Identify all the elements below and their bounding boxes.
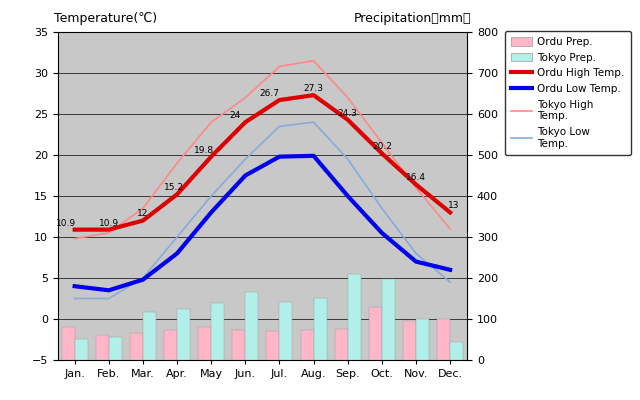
Bar bbox=[177, 309, 190, 360]
Bar bbox=[403, 321, 416, 360]
Bar bbox=[301, 330, 314, 360]
Text: 13: 13 bbox=[448, 201, 460, 210]
Bar bbox=[437, 319, 450, 360]
Text: 16.4: 16.4 bbox=[406, 174, 426, 182]
Bar bbox=[198, 327, 211, 360]
Bar bbox=[348, 274, 361, 360]
Bar bbox=[266, 331, 280, 360]
Bar bbox=[109, 337, 122, 360]
Text: 10.9: 10.9 bbox=[99, 218, 119, 228]
Legend: Ordu Prep., Tokyo Prep., Ordu High Temp., Ordu Low Temp., Tokyo High
Temp., Toky: Ordu Prep., Tokyo Prep., Ordu High Temp.… bbox=[505, 31, 631, 155]
Text: 24.3: 24.3 bbox=[338, 109, 358, 118]
Bar bbox=[450, 342, 463, 360]
Bar bbox=[335, 329, 348, 360]
Text: 20.2: 20.2 bbox=[372, 142, 392, 151]
Bar bbox=[245, 292, 259, 360]
Bar bbox=[369, 307, 382, 360]
Bar bbox=[416, 319, 429, 360]
Bar bbox=[143, 312, 156, 360]
Text: 26.7: 26.7 bbox=[259, 89, 279, 98]
Text: 24: 24 bbox=[230, 111, 241, 120]
Bar bbox=[211, 304, 224, 360]
Text: Precipitation（mm）: Precipitation（mm） bbox=[354, 12, 471, 26]
Text: 27.3: 27.3 bbox=[303, 84, 324, 93]
Bar bbox=[280, 302, 292, 360]
Text: 19.8: 19.8 bbox=[195, 146, 214, 154]
Text: 10.9: 10.9 bbox=[56, 218, 76, 228]
Bar bbox=[232, 330, 245, 360]
Text: 15.2: 15.2 bbox=[164, 183, 184, 192]
Text: 12: 12 bbox=[137, 210, 148, 218]
Bar bbox=[96, 334, 109, 360]
Bar bbox=[382, 279, 395, 360]
Bar bbox=[164, 330, 177, 360]
Bar bbox=[314, 298, 326, 360]
Text: Temperature(℃): Temperature(℃) bbox=[54, 12, 157, 26]
Bar bbox=[61, 327, 75, 360]
Bar bbox=[130, 333, 143, 360]
Bar bbox=[75, 339, 88, 360]
